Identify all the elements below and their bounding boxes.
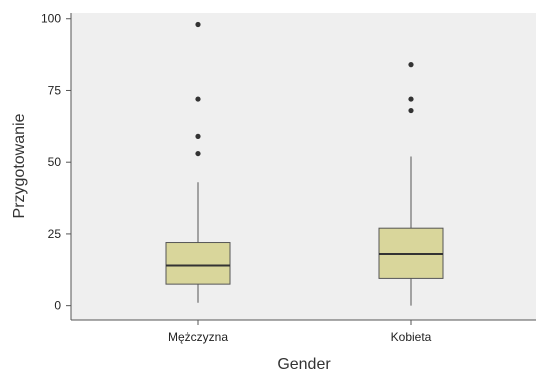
box-group <box>165 21 231 303</box>
outlier-point <box>408 96 414 102</box>
outlier-point <box>195 133 201 139</box>
boxes-layer <box>165 21 444 306</box>
outlier-point <box>195 96 201 102</box>
y-tick-label: 50 <box>48 155 62 169</box>
y-axis-title: Przygotowanie <box>11 113 28 218</box>
y-tick-label: 100 <box>41 12 61 26</box>
y-tick-label: 25 <box>48 227 62 241</box>
x-tick-label: Mężczyzna <box>168 330 228 344</box>
outlier-point <box>195 21 201 28</box>
y-tick-label: 75 <box>48 83 62 97</box>
plot-panel <box>71 13 536 320</box>
iqr-box <box>165 242 231 285</box>
outlier-point <box>195 150 201 157</box>
x-axis-title: Gender <box>277 356 331 372</box>
outlier-point <box>408 62 414 68</box>
outlier-point <box>408 107 414 114</box>
x-tick-label: Kobieta <box>391 330 432 344</box>
y-tick-label: 0 <box>54 299 61 313</box>
x-axis: Mężczyzna Kobieta <box>168 320 432 344</box>
box-group <box>378 62 444 306</box>
y-axis: 0 25 50 75 100 <box>41 12 71 313</box>
